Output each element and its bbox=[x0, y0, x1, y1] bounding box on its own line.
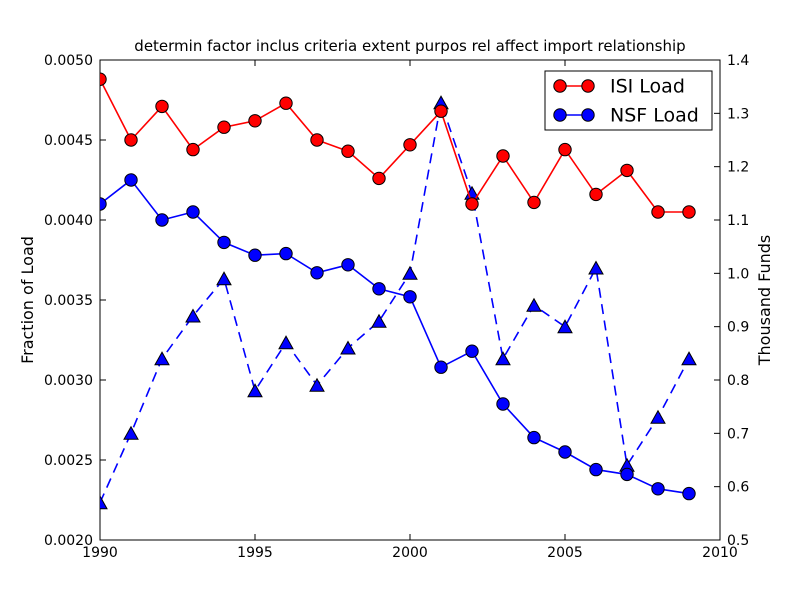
marker-nsf-load bbox=[434, 360, 448, 374]
marker-isi-load bbox=[248, 114, 262, 128]
marker-nsf-load bbox=[100, 197, 107, 211]
marker-nsf-load bbox=[651, 482, 665, 496]
legend-marker bbox=[553, 108, 567, 122]
marker-nsf-load bbox=[403, 290, 417, 304]
right-tick-label: 1.2 bbox=[727, 160, 749, 176]
marker-nsf-load bbox=[465, 344, 479, 358]
plot-area: 1990 1995 2000 2005 2010 0.0020 0.0025 0.0030 0.… bbox=[44, 53, 749, 561]
marker-thousand-funds bbox=[588, 260, 604, 275]
legend-label: ISI Load bbox=[610, 76, 685, 98]
x-tick-label: 1995 bbox=[237, 545, 273, 561]
right-tick-label: 0.9 bbox=[727, 320, 749, 336]
legend-marker bbox=[581, 79, 595, 93]
marker-isi-load bbox=[434, 104, 448, 118]
marker-isi-load bbox=[496, 149, 510, 163]
marker-isi-load bbox=[186, 142, 200, 157]
marker-nsf-load bbox=[310, 266, 324, 280]
right-tick-label: 0.7 bbox=[727, 426, 749, 442]
marker-isi-load bbox=[403, 138, 417, 152]
marker-nsf-load bbox=[372, 282, 386, 296]
marker-thousand-funds bbox=[185, 308, 201, 323]
marker-isi-load bbox=[279, 96, 293, 110]
left-axis-label: Fraction of Load bbox=[18, 236, 37, 364]
legend-marker bbox=[581, 108, 595, 122]
legend-label: NSF Load bbox=[610, 105, 699, 127]
marker-nsf-load bbox=[527, 430, 541, 445]
marker-isi-load bbox=[682, 205, 696, 219]
marker-thousand-funds bbox=[371, 313, 387, 328]
marker-thousand-funds bbox=[309, 377, 325, 392]
marker-nsf-load bbox=[155, 213, 169, 227]
marker-nsf-load bbox=[186, 205, 200, 219]
marker-isi-load bbox=[589, 187, 603, 202]
series-line-thousand-funds bbox=[100, 99, 690, 504]
marker-isi-load bbox=[465, 197, 479, 211]
marker-nsf-load bbox=[496, 397, 510, 411]
marker-thousand-funds bbox=[495, 351, 511, 366]
left-tick-label: 0.0025 bbox=[44, 453, 93, 469]
marker-nsf-load bbox=[589, 462, 603, 477]
marker-isi-load bbox=[372, 171, 386, 186]
marker-nsf-load bbox=[558, 445, 572, 459]
marker-nsf-load bbox=[248, 248, 262, 262]
right-tick-label: 0.6 bbox=[727, 480, 749, 496]
marker-isi-load bbox=[620, 163, 634, 178]
chart-title: determin factor inclus criteria extent p… bbox=[134, 37, 685, 55]
right-tick-label: 0.5 bbox=[727, 533, 749, 549]
left-tick-label: 0.0020 bbox=[44, 533, 93, 549]
marker-thousand-funds bbox=[100, 495, 108, 510]
right-tick-label: 1.3 bbox=[727, 106, 749, 122]
x-tick-label: 2005 bbox=[547, 545, 583, 561]
marker-thousand-funds bbox=[278, 335, 294, 350]
legend-box bbox=[544, 70, 713, 131]
marker-nsf-load bbox=[341, 258, 355, 272]
marker-isi-load bbox=[155, 99, 169, 114]
marker-isi-load bbox=[527, 195, 541, 210]
right-tick-label: 1.4 bbox=[727, 53, 749, 69]
marker-nsf-load bbox=[620, 467, 634, 482]
x-tick-label: 2010 bbox=[702, 545, 738, 561]
marker-thousand-funds bbox=[402, 265, 418, 280]
series-thousand-funds bbox=[100, 95, 697, 510]
legend-marker bbox=[553, 79, 567, 93]
marker-isi-load bbox=[124, 133, 138, 147]
marker-isi-load bbox=[341, 144, 355, 158]
right-axis-label: Thousand Funds bbox=[755, 235, 774, 366]
marker-isi-load bbox=[651, 205, 665, 219]
marker-nsf-load bbox=[124, 173, 138, 187]
right-tick-label: 1.0 bbox=[727, 266, 749, 282]
marker-thousand-funds bbox=[340, 340, 356, 355]
legend: ISI Load NSF Load bbox=[544, 70, 713, 131]
marker-thousand-funds bbox=[650, 409, 666, 424]
x-tick-label: 2000 bbox=[392, 545, 428, 561]
marker-thousand-funds bbox=[154, 351, 170, 366]
marker-thousand-funds bbox=[123, 425, 139, 440]
left-tick-label: 0.0050 bbox=[44, 53, 93, 69]
series-isi-load bbox=[100, 72, 696, 219]
x-tick-label: 1990 bbox=[82, 545, 118, 561]
marker-thousand-funds bbox=[247, 383, 263, 398]
left-tick-label: 0.0040 bbox=[44, 213, 93, 229]
marker-thousand-funds bbox=[216, 271, 232, 286]
series-nsf-load bbox=[100, 173, 696, 501]
marker-thousand-funds bbox=[526, 297, 542, 312]
marker-isi-load bbox=[558, 142, 572, 157]
series-line-nsf-load bbox=[100, 178, 690, 495]
left-tick-label: 0.0030 bbox=[44, 373, 93, 389]
marker-isi-load bbox=[217, 120, 231, 134]
right-tick-label: 1.1 bbox=[727, 213, 749, 229]
marker-isi-load bbox=[100, 72, 107, 86]
marker-thousand-funds bbox=[557, 319, 573, 334]
marker-thousand-funds bbox=[681, 351, 697, 366]
left-tick-label: 0.0035 bbox=[44, 293, 93, 309]
marker-isi-load bbox=[310, 133, 324, 147]
marker-nsf-load bbox=[217, 235, 231, 250]
marker-nsf-load bbox=[279, 246, 293, 261]
right-tick-label: 0.8 bbox=[727, 373, 749, 389]
marker-nsf-load bbox=[682, 486, 696, 501]
left-tick-label: 0.0045 bbox=[44, 133, 93, 149]
